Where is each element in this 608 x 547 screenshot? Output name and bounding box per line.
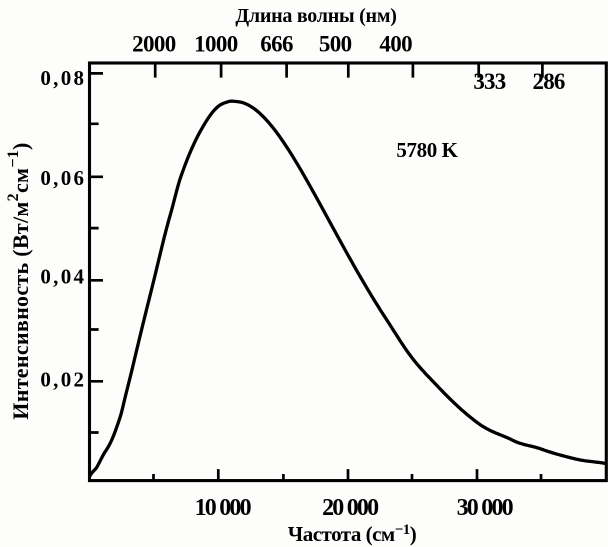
- svg-text:500: 500: [319, 32, 352, 57]
- svg-text:2000: 2000: [132, 32, 176, 57]
- svg-text:666: 666: [260, 32, 293, 57]
- svg-text:20 000: 20 000: [322, 495, 379, 521]
- svg-text:400: 400: [379, 32, 412, 57]
- svg-text:1000: 1000: [194, 32, 238, 57]
- svg-text:10 000: 10 000: [195, 495, 252, 521]
- svg-text:5780 K: 5780 K: [396, 138, 458, 162]
- svg-text:Интенсивность (Вт/м2см−1): Интенсивность (Вт/м2см−1): [5, 142, 33, 419]
- svg-text:0,06: 0,06: [40, 166, 86, 190]
- svg-text:Длина волны (нм): Длина волны (нм): [235, 5, 396, 27]
- svg-text:286: 286: [533, 69, 565, 94]
- svg-text:333: 333: [473, 69, 505, 94]
- svg-text:0,08: 0,08: [40, 66, 86, 90]
- svg-text:0,04: 0,04: [40, 264, 86, 288]
- svg-text:Частота (см−1): Частота (см−1): [288, 522, 417, 546]
- svg-text:30 000: 30 000: [457, 495, 514, 521]
- svg-text:0,02: 0,02: [40, 367, 86, 391]
